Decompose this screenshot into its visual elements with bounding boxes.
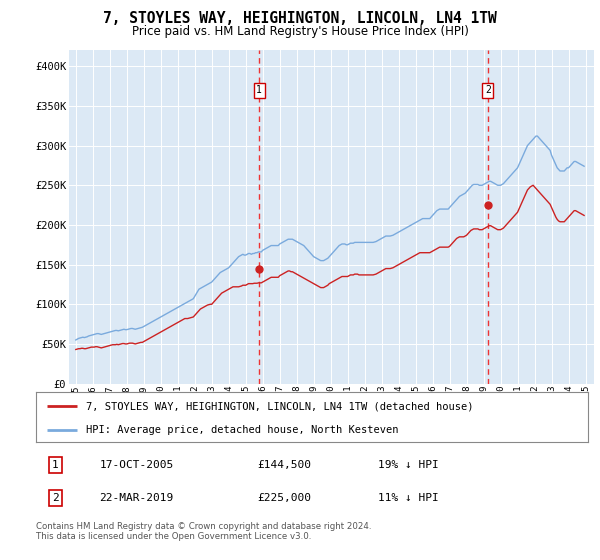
Text: 1: 1 — [256, 85, 262, 95]
Text: 2: 2 — [52, 493, 59, 503]
Text: 7, STOYLES WAY, HEIGHINGTON, LINCOLN, LN4 1TW (detached house): 7, STOYLES WAY, HEIGHINGTON, LINCOLN, LN… — [86, 401, 473, 411]
Text: 1: 1 — [52, 460, 59, 470]
Text: 17-OCT-2005: 17-OCT-2005 — [100, 460, 174, 470]
Text: 2: 2 — [485, 85, 491, 95]
Text: 7, STOYLES WAY, HEIGHINGTON, LINCOLN, LN4 1TW: 7, STOYLES WAY, HEIGHINGTON, LINCOLN, LN… — [103, 11, 497, 26]
Text: HPI: Average price, detached house, North Kesteven: HPI: Average price, detached house, Nort… — [86, 425, 398, 435]
Text: 11% ↓ HPI: 11% ↓ HPI — [378, 493, 439, 503]
Text: Contains HM Land Registry data © Crown copyright and database right 2024.
This d: Contains HM Land Registry data © Crown c… — [36, 522, 371, 542]
Text: £144,500: £144,500 — [257, 460, 311, 470]
Text: 22-MAR-2019: 22-MAR-2019 — [100, 493, 174, 503]
Text: £225,000: £225,000 — [257, 493, 311, 503]
Text: 19% ↓ HPI: 19% ↓ HPI — [378, 460, 439, 470]
Text: Price paid vs. HM Land Registry's House Price Index (HPI): Price paid vs. HM Land Registry's House … — [131, 25, 469, 38]
